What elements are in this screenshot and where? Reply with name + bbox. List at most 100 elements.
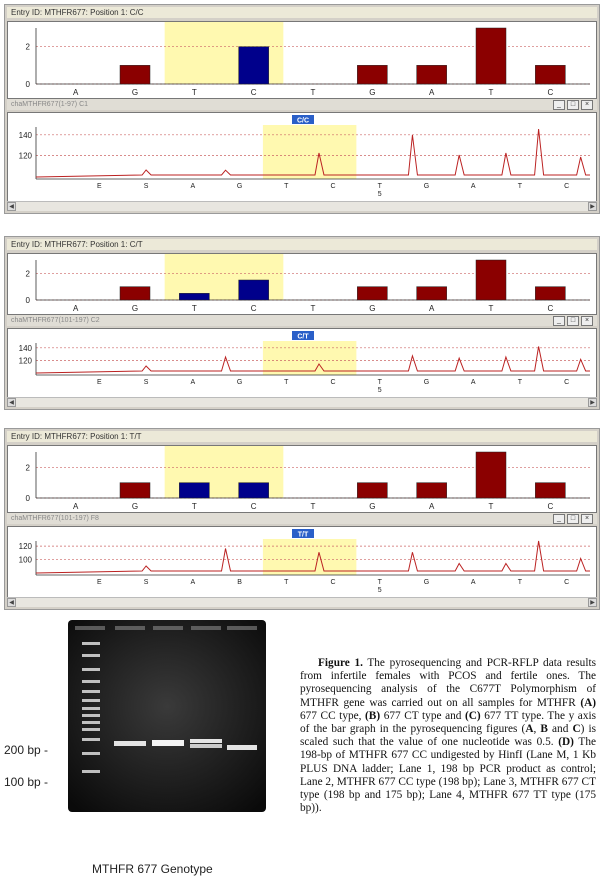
highlight-region [262,125,357,179]
highlight-region [262,341,357,375]
caption-ref: A [525,723,534,736]
caption-text: The pyrosequencing and PCR-RFLP data res… [300,657,596,709]
pyrogram-a: C/C 120 140 E S A G T C T G A T C 5 [7,112,597,202]
x-tick-label: G [369,502,375,511]
band-198bp [190,739,222,743]
x-tick-label: A [429,502,435,511]
gel-background [68,620,266,812]
caption-text: 677 CC type, [300,709,366,722]
genotype-tag [292,115,314,124]
maximize-button[interactable]: □ [567,514,579,524]
x-tick-label: A [429,304,435,313]
bar [238,46,269,85]
caption-ref: C [572,723,581,736]
ladder-band [82,728,100,731]
pyrogram-chart-b: C/T 120 140 E S A G T C T G A T C 5 [19,331,590,394]
genotype-tag [292,529,314,538]
window-title-c: chaMTHFR677(101-197) F8 [11,515,99,522]
sequence-label: E [97,379,102,386]
maximize-button[interactable]: □ [567,316,579,326]
bar-plot-c: 0 2 A G T C T G A T C [7,445,597,513]
pyrogram-trace [35,540,590,574]
sequence-label: T [378,579,383,586]
sequence-label: C [564,379,569,386]
x-tick-label: G [369,88,375,97]
sequence-label: G [237,379,242,386]
scroll-left-icon[interactable]: ◀ [7,398,16,407]
sequence-label: T [284,579,289,586]
minimize-button[interactable]: _ [553,316,565,326]
scroll-right-icon[interactable]: ▶ [588,202,597,211]
x-tick-label: A [73,502,79,511]
caption-ref-b: (B) [365,709,381,722]
ladder-band [82,770,100,773]
sequence-label: T [284,379,289,386]
bar [357,65,388,85]
maximize-button[interactable]: □ [567,100,579,110]
x-tick-label: T [489,88,494,97]
scrollbar-b[interactable]: ◀ ▶ [7,397,597,407]
sequence-label: E [97,183,102,190]
sequence-label: G [424,579,429,586]
genotype-tag [292,331,314,340]
scroll-left-icon[interactable]: ◀ [7,202,16,211]
genotype-label: T/T [298,532,309,539]
entry-title-a: Entry ID: MTHFR677: Position 1: C/C [7,7,597,18]
bar [416,482,447,499]
x-tick-label: T [192,88,197,97]
sequence-label: B [237,579,242,586]
bar [535,65,566,85]
sequence-label: C [564,579,569,586]
gel-image [68,620,266,812]
x-tick-label: A [73,304,79,313]
caption-text: ) is scaled such that the value of one n… [300,723,597,749]
window-buttons-b: _ □ × [553,316,593,326]
figure-caption: Figure 1. The pyrosequencing and PCR-RFL… [300,657,596,815]
minimize-button[interactable]: _ [553,514,565,524]
x-tick-label: G [369,304,375,313]
sequence-label: T [284,183,289,190]
x-tick-label: G [132,502,138,511]
scrollbar-a[interactable]: ◀ ▶ [7,201,597,211]
scroll-right-icon[interactable]: ▶ [588,598,597,607]
y-tick-label: 120 [19,542,33,551]
close-button[interactable]: × [581,316,593,326]
sequence-label: G [424,379,429,386]
x-tick-label: T [489,304,494,313]
sequence-label: A [190,579,195,586]
close-button[interactable]: × [581,514,593,524]
scroll-left-icon[interactable]: ◀ [7,598,16,607]
window-buttons-c: _ □ × [553,514,593,524]
ladder-band [82,680,100,683]
scroll-right-icon[interactable]: ▶ [588,398,597,407]
ladder-band [82,668,100,671]
sequence-label: G [237,183,242,190]
band-175bp [227,745,257,750]
caption-ref: B [540,723,548,736]
y-tick-label: 0 [26,80,31,89]
bar [535,482,566,499]
well [153,626,183,630]
position-label: 5 [378,387,382,394]
caption-text: 677 TT type. The y axis of the bar graph… [300,709,597,736]
bp-100-label: 100 bp - [4,775,49,789]
pyrogram-c: T/T 100 120 E S A B T C T G A T C 5 [7,526,597,598]
x-tick-label: G [132,88,138,97]
close-button[interactable]: × [581,100,593,110]
minimize-button[interactable]: _ [553,100,565,110]
gel-caption: MTHFR 677 Genotype [92,862,213,876]
bar [535,286,566,301]
sequence-label: A [471,183,476,190]
sequence-label: T [518,579,523,586]
ladder-band [82,690,100,693]
pyro-panel-a: Entry ID: MTHFR677: Position 1: C/C 0 2 A G… [4,4,600,214]
x-tick-label: T [192,304,197,313]
genotype-label: C/T [297,334,309,341]
scrollbar-c[interactable]: ◀ ▶ [7,597,597,607]
bar-plot-b: 0 2 A G T C T G A T C [7,253,597,315]
sequence-label: C [330,579,335,586]
sequence-label: A [471,379,476,386]
bar [119,286,151,301]
bar [119,65,151,85]
x-tick-label: C [547,502,553,511]
